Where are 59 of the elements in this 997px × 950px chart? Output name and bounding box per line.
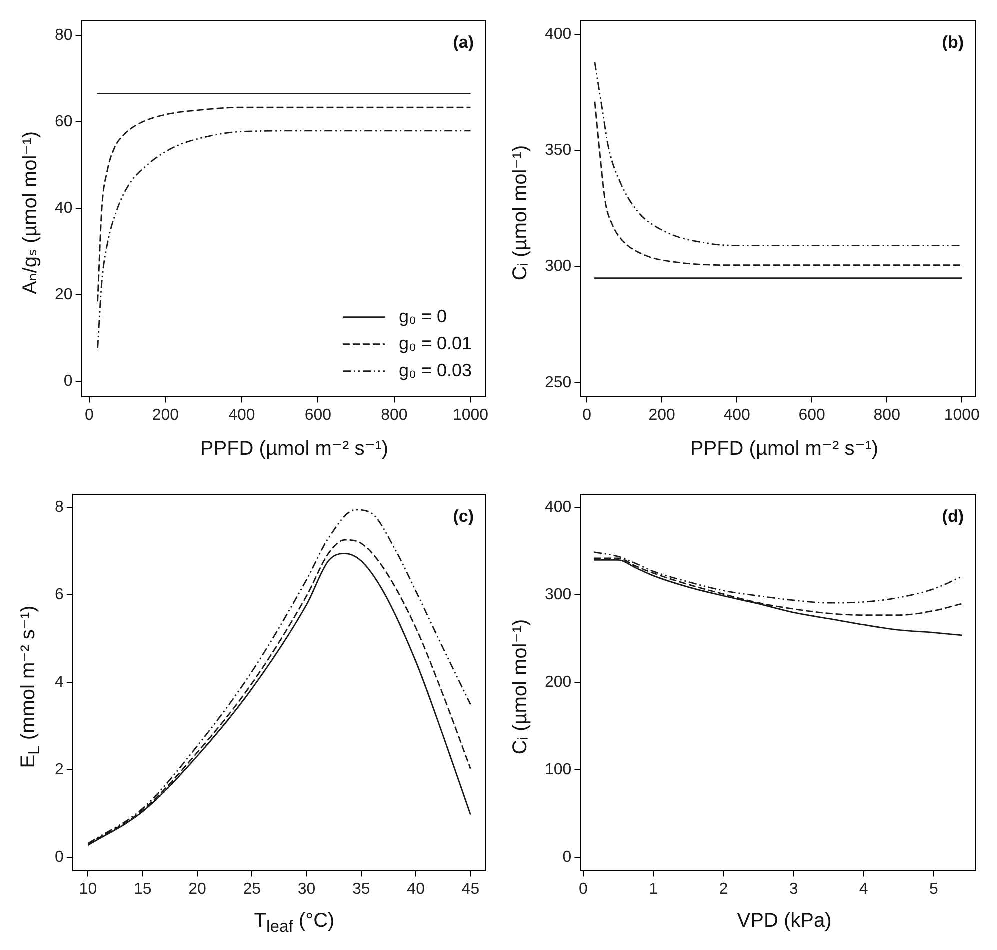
y-tick-label: 6 [54,586,64,604]
y-tick-label: 300 [544,586,572,604]
legend-label: g₀ = 0.01 [398,333,472,354]
y-tick-label: 0 [562,849,572,866]
x-tick-label: 600 [798,406,826,424]
x-tick-label: 0 [84,406,94,424]
x-tick-label: 35 [352,880,370,898]
x-tick-label: 600 [304,406,332,424]
y-axis-title: Cᵢ (µmol mol⁻¹) [508,619,532,755]
x-tick-label: 1000 [944,406,980,424]
x-tick-label: 4 [859,880,868,898]
y-tick-label: 0 [64,373,73,390]
y-tick-label: 60 [55,114,73,131]
legend-label: g₀ = 0.03 [398,360,472,380]
x-tick-label: 200 [648,406,676,424]
x-tick-label: 10 [79,880,98,898]
x-tick-label: 5 [929,880,938,898]
y-tick-label: 20 [55,286,73,304]
x-tick-label: 25 [243,880,262,898]
y-tick-label: 200 [544,674,572,692]
x-axis-title: T$_{leaf}$ (°C) [253,910,336,937]
y-tick-label: 8 [54,499,64,516]
y-tick-label: 4 [54,674,64,692]
x-tick-label: 30 [298,880,316,898]
x-tick-label: 400 [724,406,751,424]
y-axis-title: Cᵢ (µmol mol⁻¹) [508,145,532,281]
x-tick-label: 1 [649,880,658,898]
x-tick-label: 20 [188,880,206,898]
y-tick-label: 350 [544,142,572,160]
y-tick-label: 300 [544,258,572,276]
x-tick-label: 800 [874,406,901,424]
annotation: (a) [453,32,474,52]
x-tick-label: 3 [789,880,798,898]
x-tick-label: 2 [719,880,728,898]
annotation: (d) [942,506,964,526]
y-tick-label: 250 [544,374,572,392]
x-tick-label: 40 [407,880,426,898]
y-tick-label: 80 [55,27,73,44]
x-tick-label: 1000 [452,406,489,424]
x-tick-label: 0 [582,406,592,424]
x-axis-title: PPFD (µmol m⁻² s⁻¹) [199,437,390,461]
x-axis-title: PPFD (µmol m⁻² s⁻¹) [689,437,880,461]
x-tick-label: 0 [579,880,588,898]
annotation: (c) [453,506,474,526]
x-tick-label: 45 [462,880,480,898]
x-tick-label: 15 [134,880,152,898]
x-axis-title: VPD (kPa) [736,910,833,933]
x-tick-label: 400 [228,406,256,424]
x-tick-label: 800 [381,406,408,424]
y-tick-label: 40 [55,200,73,218]
y-tick-label: 0 [54,849,64,866]
x-tick-label: 200 [152,406,180,424]
legend-label: g₀ = 0 [398,306,447,326]
y-tick-label: 400 [544,26,572,43]
annotation: (b) [942,32,964,52]
y-axis-title: Aₙ/gₛ (µmol mol⁻¹) [18,131,42,295]
y-tick-label: 400 [544,499,572,516]
y-tick-label: 2 [54,762,64,779]
y-tick-label: 100 [544,762,572,779]
